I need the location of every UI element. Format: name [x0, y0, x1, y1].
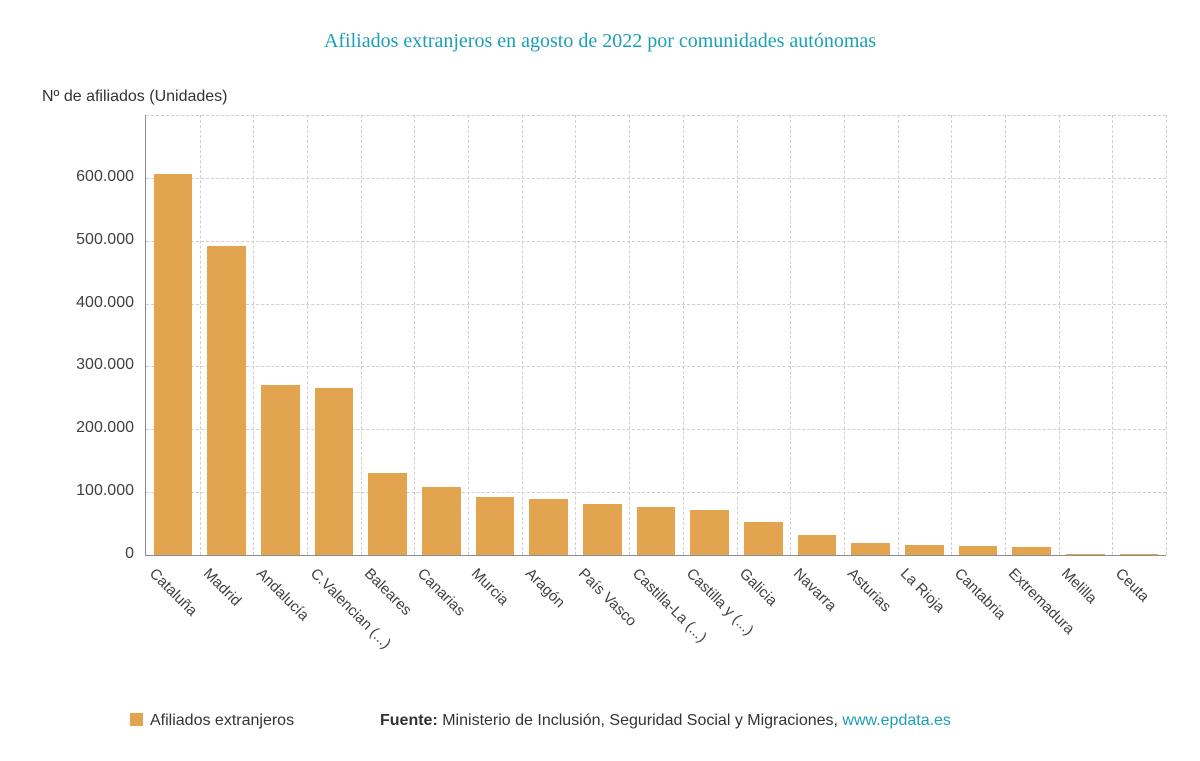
y-axis-title: Nº de afiliados (Unidades): [42, 88, 228, 105]
source-body: Ministerio de Inclusión, Seguridad Socia…: [437, 712, 843, 729]
chart-bar[interactable]: [1119, 554, 1159, 555]
chart-bar[interactable]: [314, 387, 354, 555]
gridline-vertical: [790, 115, 792, 555]
chart-bar[interactable]: [690, 510, 729, 555]
gridline-vertical: [897, 115, 899, 555]
chart-title: Afiliados extranjeros en agosto de 2022 …: [323, 30, 877, 52]
gridline-vertical: [199, 115, 201, 555]
chart-bar[interactable]: [958, 546, 998, 555]
x-category-label: Galicia: [736, 565, 781, 610]
gridline-vertical: [521, 115, 523, 555]
gridline-horizontal: [146, 429, 1166, 431]
chart-bar[interactable]: [1066, 553, 1105, 555]
gridline-vertical: [1166, 115, 1167, 555]
gridline-vertical: [736, 115, 738, 555]
source-label: Fuente:: [380, 712, 438, 729]
x-category-label: Madrid: [199, 565, 244, 610]
chart-bar[interactable]: [582, 504, 622, 555]
legend-swatch-icon: [130, 713, 143, 726]
chart-bar[interactable]: [260, 384, 300, 555]
x-category-label: La Rioja: [897, 565, 949, 616]
chart-bar[interactable]: [744, 522, 783, 555]
x-category-label: Aragón: [521, 565, 568, 612]
y-tick-label: 500.000: [76, 230, 134, 248]
gridline-horizontal: [146, 366, 1166, 368]
chart-bar[interactable]: [207, 246, 246, 555]
gridline-vertical: [360, 115, 362, 555]
gridline-vertical: [468, 115, 470, 555]
chart-bar[interactable]: [475, 497, 515, 555]
chart-bar[interactable]: [529, 499, 568, 555]
x-category-label: Navarra: [790, 565, 840, 615]
y-tick-label: 0: [125, 545, 134, 562]
gridline-vertical: [1112, 115, 1114, 555]
chart-bar[interactable]: [905, 544, 944, 555]
y-tick-label: 400.000: [76, 293, 134, 311]
y-tick-label: 300.000: [76, 356, 134, 374]
chart-bar[interactable]: [797, 534, 837, 555]
x-category-label: Baleares: [360, 565, 415, 619]
gridline-horizontal: [146, 492, 1166, 494]
chart-bar[interactable]: [153, 174, 193, 555]
x-category-label: Ceuta: [1112, 565, 1153, 606]
gridline-vertical: [843, 115, 845, 555]
source-link[interactable]: www.epdata.es: [842, 712, 951, 729]
x-category-label: Cataluña: [145, 565, 201, 620]
x-category-label: Andalucía: [253, 565, 313, 625]
x-category-label: Canarias: [414, 565, 469, 620]
x-category-label: Cantabria: [951, 565, 1010, 624]
chart-bar[interactable]: [851, 543, 891, 555]
chart-bar[interactable]: [421, 487, 461, 555]
plot-area: [145, 115, 1167, 556]
gridline-horizontal: [146, 303, 1166, 305]
gridline-vertical: [575, 115, 577, 555]
gridline-vertical: [1004, 115, 1006, 555]
x-category-label: Melilla: [1058, 565, 1101, 608]
gridline-vertical: [414, 115, 416, 555]
source-text: Fuente: Ministerio de Inclusión, Segurid…: [380, 712, 951, 730]
gridline-vertical: [951, 115, 953, 555]
gridline-vertical: [307, 115, 309, 555]
chart-bar[interactable]: [1012, 546, 1052, 555]
y-tick-label: 100.000: [76, 482, 134, 500]
x-category-label: Murcia: [467, 565, 512, 609]
gridline-vertical: [1058, 115, 1060, 555]
y-tick-label: 200.000: [76, 419, 134, 437]
legend-label: Afiliados extranjeros: [150, 712, 295, 729]
gridline-horizontal: [146, 115, 1166, 116]
chart-bar[interactable]: [368, 472, 407, 555]
gridline-vertical: [629, 115, 631, 555]
chart-container: Afiliados extranjeros en agosto de 2022 …: [0, 0, 1200, 729]
x-category-label: Asturias: [843, 565, 895, 616]
gridline-horizontal: [146, 240, 1166, 242]
chart-bar[interactable]: [636, 507, 676, 555]
gridline-vertical: [682, 115, 684, 555]
gridline-vertical: [253, 115, 255, 555]
y-tick-label: 600.000: [76, 167, 134, 185]
legend-item[interactable]: Afiliados extranjeros: [130, 712, 294, 730]
gridline-horizontal: [146, 177, 1166, 179]
